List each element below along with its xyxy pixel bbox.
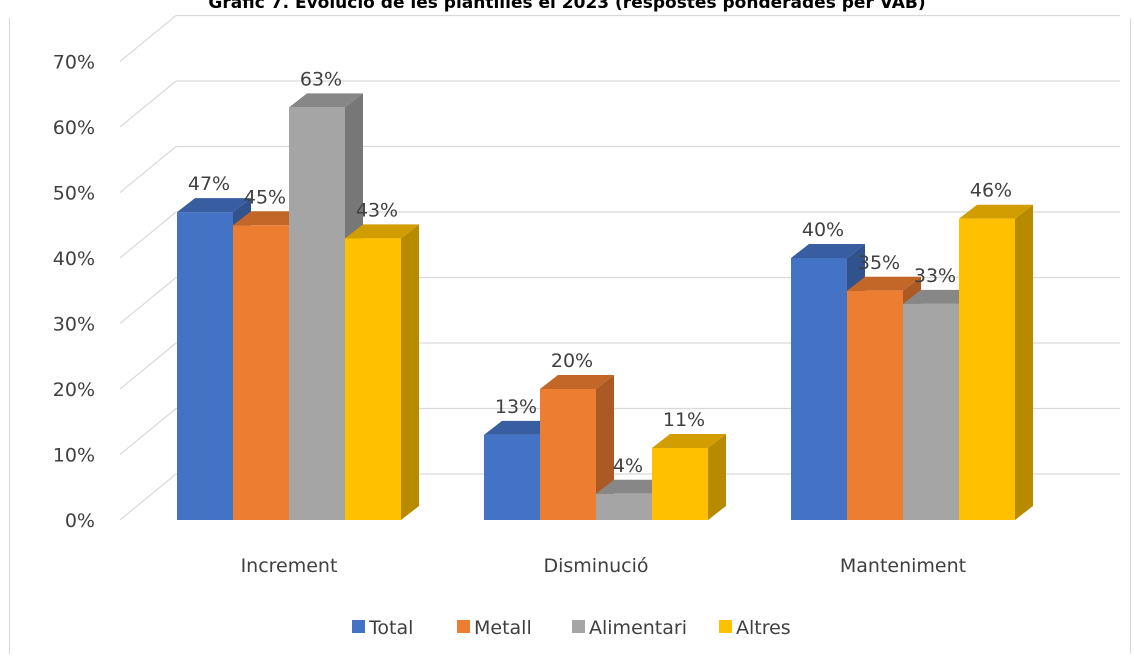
bar-side (401, 224, 419, 520)
gridline-depth (119, 408, 177, 455)
legend-swatch-altres (719, 620, 732, 633)
bar-top (959, 204, 1033, 219)
chart-title: Gràfic 7. Evolució de les plantilles el … (208, 0, 926, 13)
bar-total (177, 212, 233, 520)
data-label: 63% (300, 68, 342, 90)
y-tick-label: 70% (53, 52, 95, 74)
legend-swatch-total (352, 620, 365, 633)
legend-label-alimentari: Alimentari (589, 617, 687, 639)
bar-top (540, 375, 614, 389)
bar-alimentari (596, 493, 652, 520)
category-label: Manteniment (840, 555, 966, 577)
bar-top (596, 479, 670, 494)
data-label: 47% (188, 173, 230, 195)
gridline-depth (119, 473, 177, 521)
bar-metall (540, 389, 596, 520)
legend-swatch-metall (457, 620, 470, 633)
bar-top (484, 420, 558, 435)
data-label: 11% (663, 409, 705, 431)
gridline-depth (119, 277, 177, 324)
bar-top (847, 276, 921, 291)
data-label: 40% (802, 219, 844, 241)
gridline-depth (119, 80, 177, 128)
bar-side (708, 433, 726, 520)
data-label: 35% (858, 252, 900, 274)
bar-top (177, 198, 251, 213)
bar-top (652, 433, 726, 448)
gridline-depth (119, 146, 177, 193)
bar-alimentari (903, 303, 959, 520)
data-label: 46% (970, 180, 1012, 202)
bar-side (1015, 204, 1033, 520)
data-label: 33% (914, 265, 956, 287)
bar-altres (345, 238, 401, 520)
category-label: Disminució (543, 555, 648, 577)
gridline-depth (119, 15, 177, 62)
bar-top (233, 211, 307, 226)
y-tick-label: 40% (53, 248, 95, 270)
legend-label-total: Total (368, 617, 413, 639)
gridline-depth (119, 211, 177, 259)
data-label: 43% (356, 199, 398, 221)
gridline-depth (119, 342, 177, 390)
data-label: 45% (244, 186, 286, 208)
y-tick-label: 0% (65, 510, 95, 532)
data-label: 13% (495, 396, 537, 418)
y-tick-label: 60% (53, 117, 95, 139)
bar-alimentari (289, 107, 345, 520)
y-tick-label: 20% (53, 379, 95, 401)
bar-altres (959, 218, 1015, 520)
legend-swatch-alimentari (572, 620, 585, 633)
category-label: Increment (241, 555, 338, 577)
bar-top (903, 289, 977, 304)
y-tick-label: 50% (53, 183, 95, 205)
y-tick-label: 10% (53, 445, 95, 467)
bar-top (345, 224, 419, 239)
bar-top (791, 244, 865, 258)
data-label: 20% (551, 350, 593, 372)
bar-total (791, 258, 847, 520)
y-tick-label: 30% (53, 314, 95, 336)
chart-frame (9, 18, 1131, 654)
bar-altres (652, 447, 708, 520)
data-label: 4% (613, 455, 643, 477)
bar-metall (847, 290, 903, 520)
legend-label-metall: Metall (474, 617, 532, 639)
legend-label-altres: Altres (736, 617, 791, 639)
bar-total (484, 434, 540, 520)
bar-top (289, 93, 363, 108)
bar-metall (233, 225, 289, 520)
